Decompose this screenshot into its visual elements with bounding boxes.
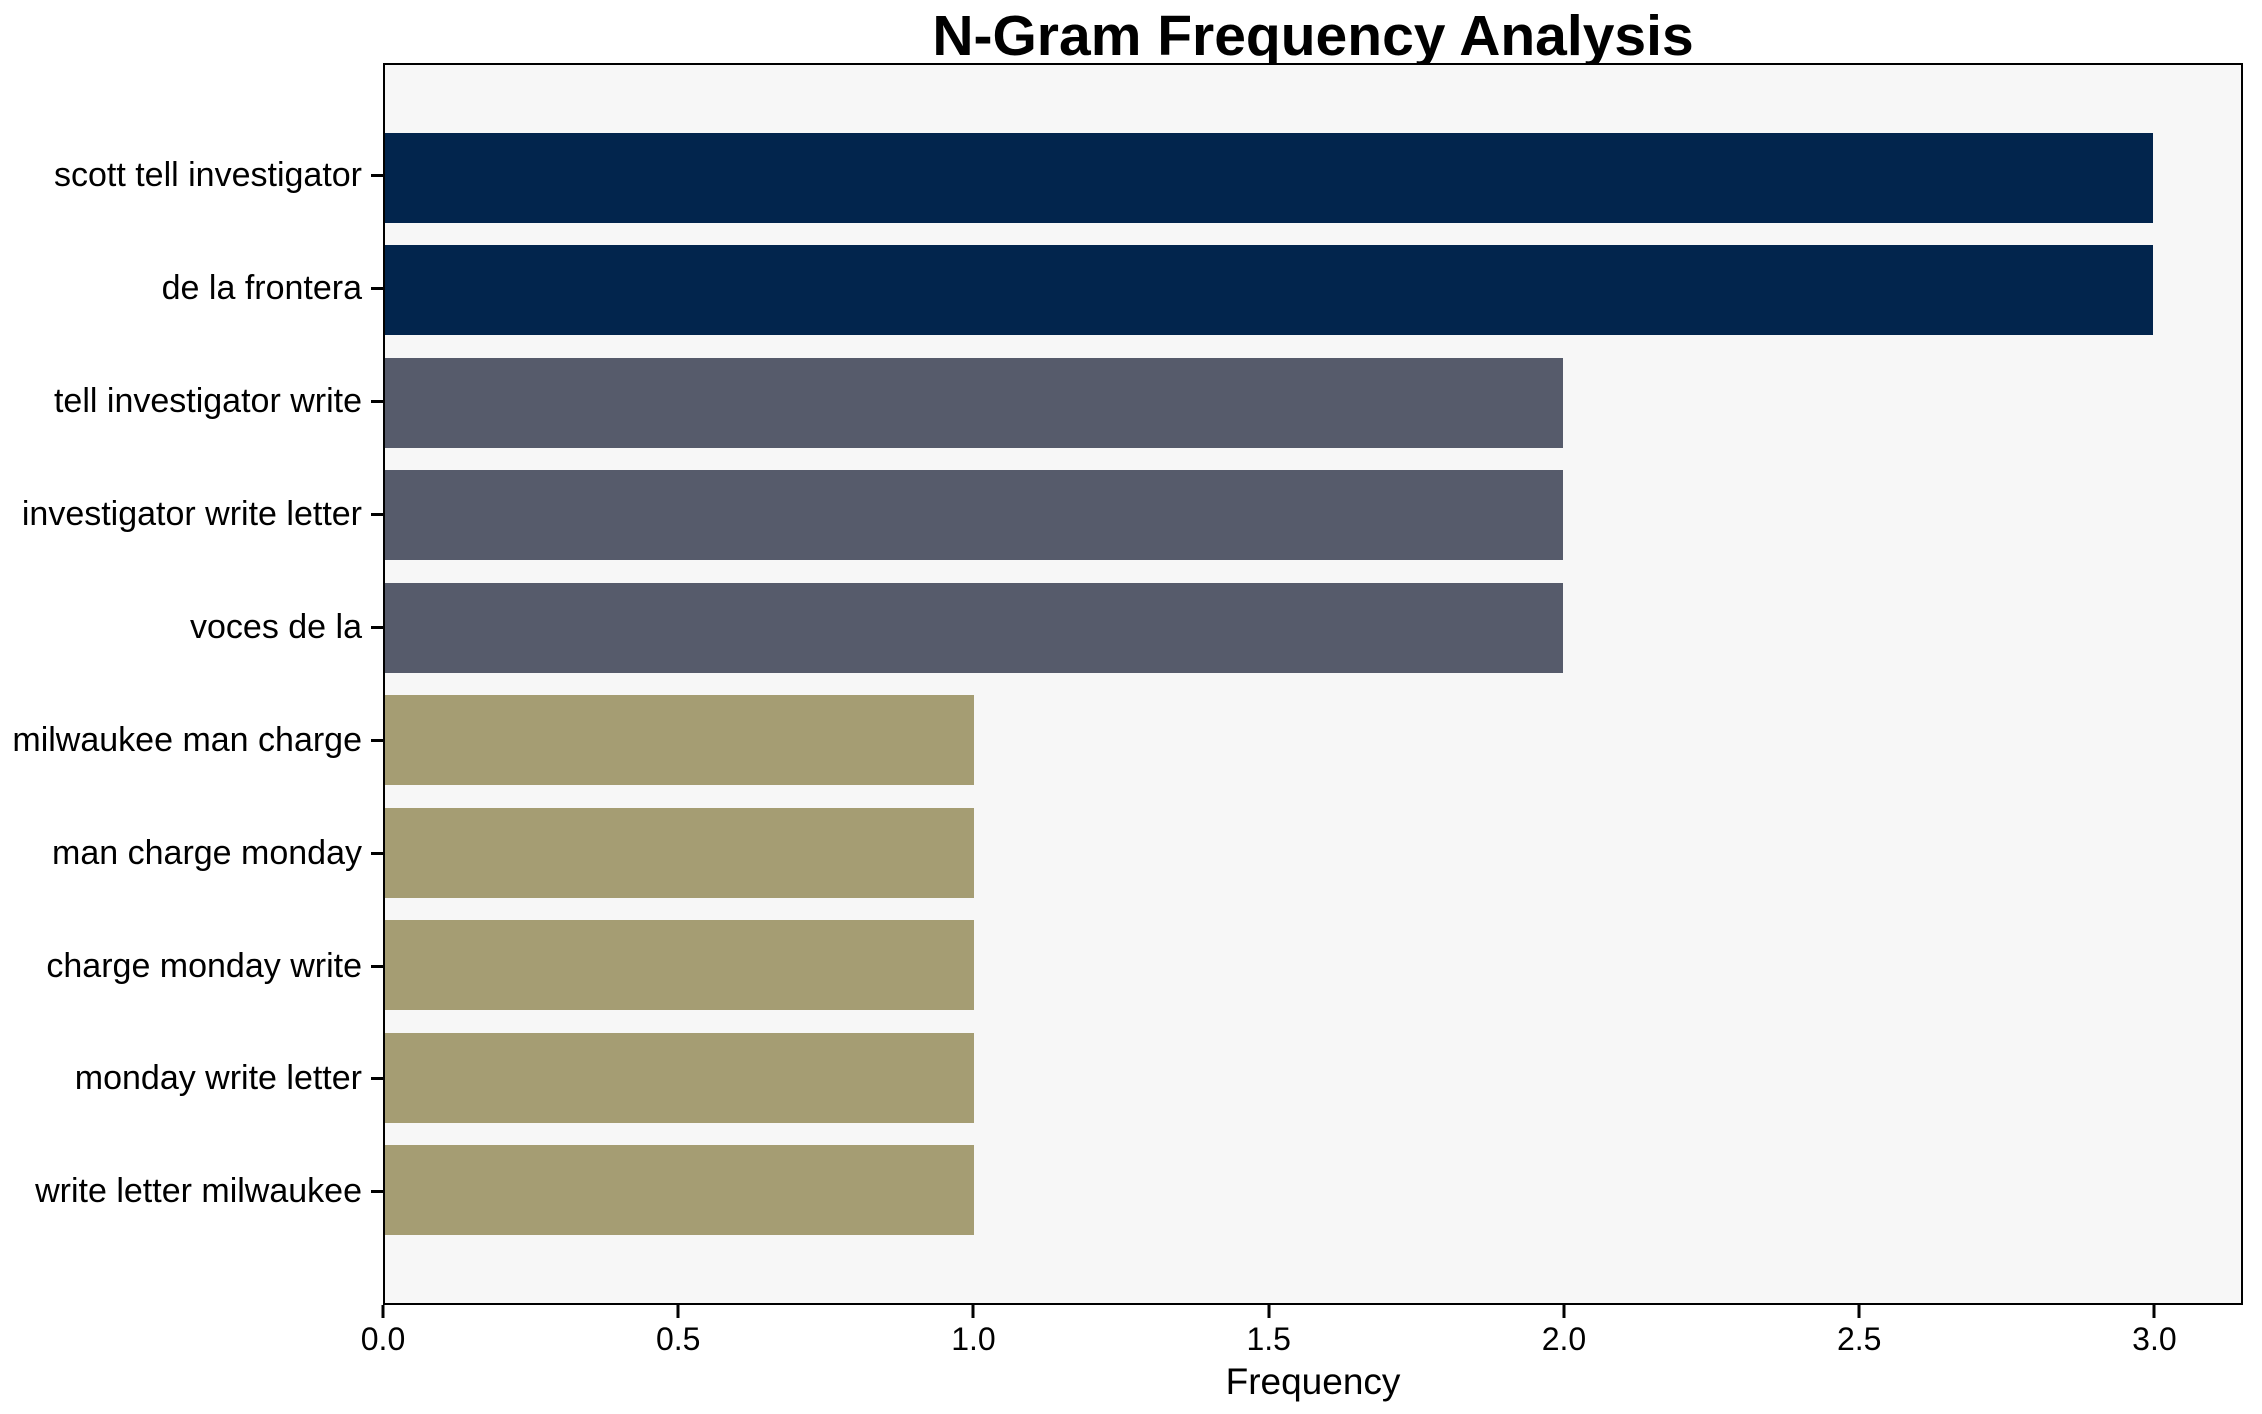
x-tick-mark bbox=[2152, 1305, 2156, 1318]
x-tick-label: 1.5 bbox=[1246, 1321, 1291, 1357]
category-label-row: investigator write letter bbox=[0, 458, 383, 571]
category-label: scott tell investigator bbox=[53, 156, 362, 195]
y-axis-category-labels: scott tell investigator de la frontera tel… bbox=[0, 63, 383, 1305]
category-label-row: charge monday write bbox=[0, 910, 383, 1023]
bar-series bbox=[385, 65, 2241, 1303]
category-label: de la frontera bbox=[161, 269, 362, 308]
y-tick-mark bbox=[371, 738, 383, 742]
frequency-bar bbox=[385, 1145, 975, 1236]
x-tick-mark bbox=[1267, 1305, 1271, 1318]
category-label-row: man charge monday bbox=[0, 797, 383, 910]
category-label-row: milwaukee man charge bbox=[0, 684, 383, 797]
category-label: milwaukee man charge bbox=[12, 720, 362, 759]
frequency-bar bbox=[385, 920, 975, 1011]
category-label: investigator write letter bbox=[21, 495, 362, 533]
x-axis-ticks: 0.0 0.5 1.0 1.5 2.0 2.5 3.0 bbox=[361, 1305, 2243, 1355]
bar-row bbox=[385, 571, 2241, 684]
category-label: tell investigator write bbox=[53, 382, 362, 421]
x-tick-label: 0.5 bbox=[655, 1321, 701, 1357]
frequency-bar bbox=[385, 357, 1564, 448]
category-label: voces de la bbox=[190, 607, 362, 646]
frequency-bar bbox=[385, 1032, 975, 1123]
bar-row bbox=[385, 459, 2241, 572]
x-tick-mark bbox=[1857, 1305, 1861, 1318]
x-tick-label: 1.0 bbox=[951, 1321, 996, 1357]
category-label-row: de la frontera bbox=[0, 232, 383, 345]
x-axis-label: Frequency bbox=[1225, 1361, 1401, 1402]
bar-row bbox=[385, 796, 2241, 909]
frequency-bar bbox=[385, 245, 2153, 336]
bar-row bbox=[385, 121, 2241, 234]
frequency-bar bbox=[385, 695, 975, 786]
frequency-bar bbox=[385, 132, 2153, 223]
frequency-bar bbox=[385, 807, 975, 898]
chart-title: N-Gram Frequency Analysis bbox=[932, 4, 1694, 68]
bar-row bbox=[385, 684, 2241, 797]
category-label: man charge monday bbox=[52, 833, 362, 872]
category-label: write letter milwaukee bbox=[35, 1172, 362, 1211]
x-tick-mark bbox=[1562, 1305, 1566, 1318]
category-label-row: voces de la bbox=[0, 571, 383, 684]
x-tick-mark bbox=[971, 1305, 975, 1318]
y-tick-mark bbox=[371, 287, 383, 291]
bar-row bbox=[385, 909, 2241, 1022]
category-label-row: write letter milwaukee bbox=[0, 1135, 383, 1248]
y-tick-mark bbox=[371, 1190, 383, 1194]
bar-row bbox=[385, 1022, 2241, 1135]
y-tick-mark bbox=[371, 513, 383, 516]
y-tick-mark bbox=[371, 174, 383, 178]
plot-area bbox=[383, 63, 2243, 1305]
x-tick-label: 3.0 bbox=[2132, 1321, 2177, 1357]
category-label-row: monday write letter bbox=[0, 1023, 383, 1136]
x-tick-label: 0.0 bbox=[360, 1321, 406, 1357]
frequency-bar bbox=[385, 582, 1564, 673]
bar-row bbox=[385, 346, 2241, 459]
frequency-bar bbox=[385, 470, 1564, 561]
category-label-row: tell investigator write bbox=[0, 345, 383, 458]
y-tick-mark bbox=[371, 964, 383, 968]
bar-row bbox=[385, 234, 2241, 347]
x-tick-mark bbox=[381, 1305, 385, 1318]
x-tick-label: 2.0 bbox=[1541, 1321, 1587, 1357]
y-tick-mark bbox=[371, 851, 383, 855]
category-label: monday write letter bbox=[74, 1059, 362, 1098]
y-tick-mark bbox=[371, 625, 383, 629]
bar-row bbox=[385, 1134, 2241, 1247]
category-label: charge monday write bbox=[46, 946, 362, 985]
x-tick-label: 2.5 bbox=[1836, 1321, 1882, 1357]
x-tick-mark bbox=[676, 1305, 680, 1318]
y-tick-mark bbox=[371, 400, 383, 404]
category-label-row: scott tell investigator bbox=[0, 119, 383, 232]
y-tick-mark bbox=[371, 1077, 383, 1081]
